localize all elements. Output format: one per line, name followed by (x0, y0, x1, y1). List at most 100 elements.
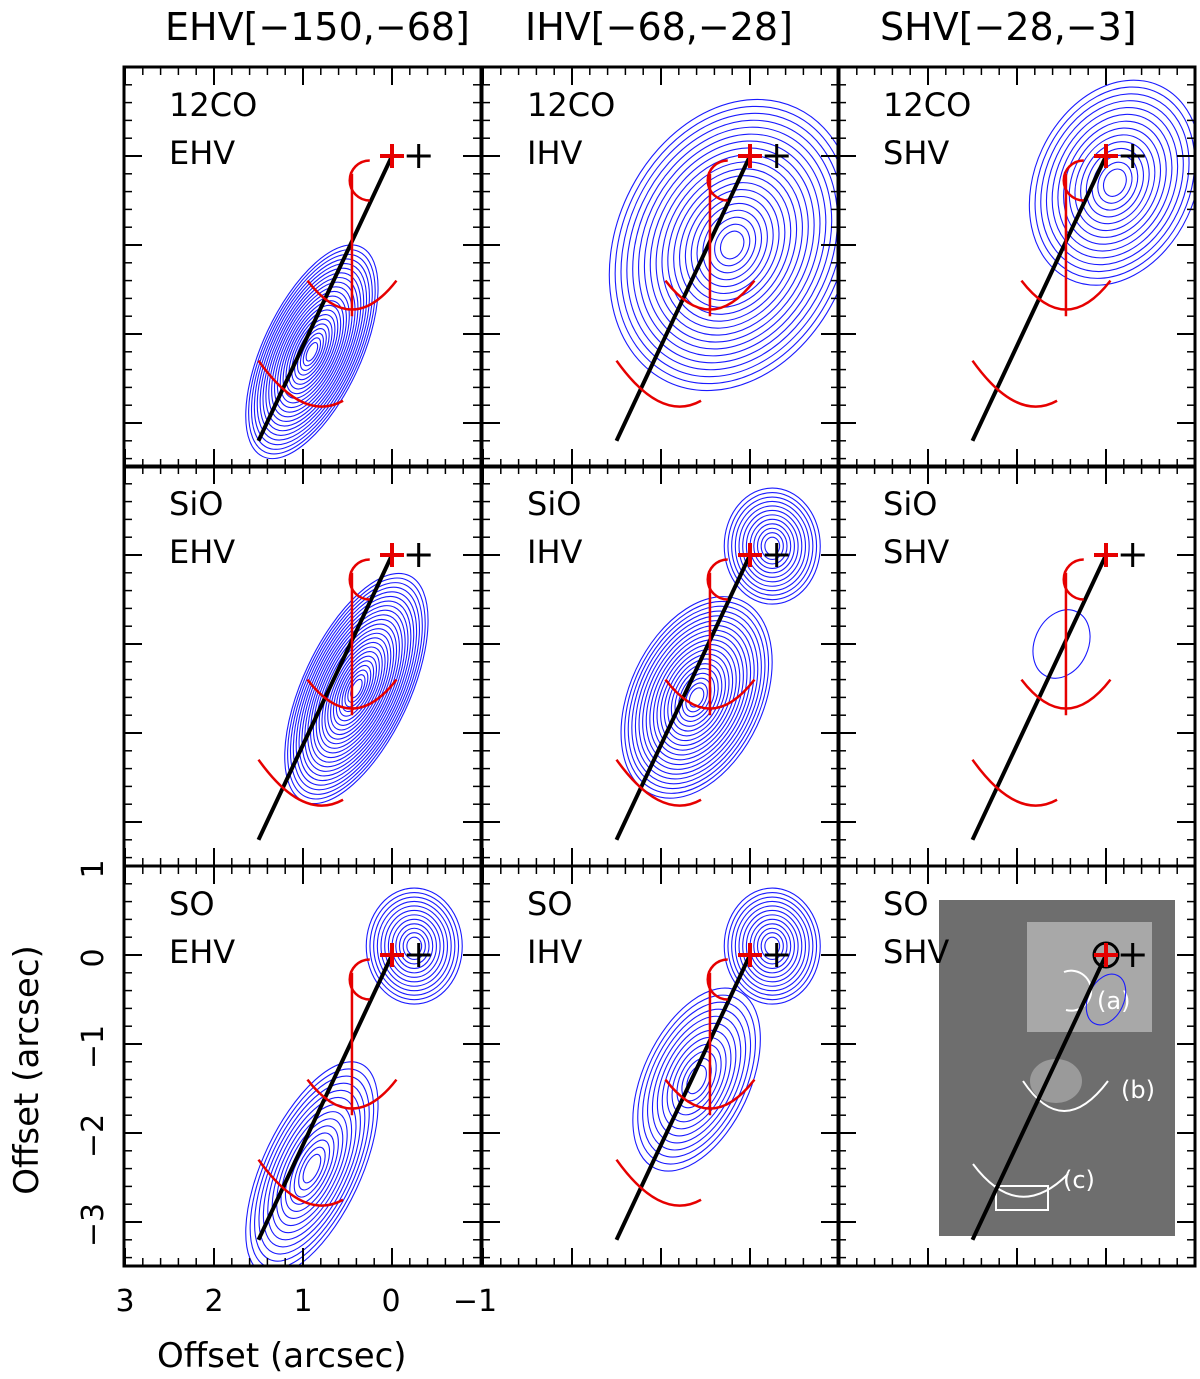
contour-level (760, 532, 784, 561)
panel-grid: 12COEHV12COIHV12COSHVSiOEHVSiOIHVSiOSHVS… (122, 65, 1197, 1268)
contour-level (749, 518, 795, 574)
contour-level (384, 909, 445, 983)
contour-level (302, 337, 322, 367)
contour-level (667, 168, 798, 322)
contour-level (685, 682, 708, 713)
contour-level (1085, 147, 1144, 218)
contour-level (267, 1096, 357, 1241)
contour-level (753, 523, 792, 569)
x-tick-label: 2 (204, 1284, 223, 1319)
contour-level (304, 605, 409, 772)
contour-level (642, 624, 752, 770)
source-marker (380, 144, 404, 168)
panel-12co-ehv: 12CO EHV (122, 65, 483, 469)
contour-level (298, 1146, 326, 1191)
contour-level (637, 994, 756, 1165)
contour-level (301, 600, 412, 777)
contour-level (734, 500, 810, 592)
contour-level (634, 615, 759, 780)
cavity-arc (257, 758, 344, 807)
panel-frame (122, 464, 483, 868)
x-tick-labels: 3 2 1 0 −1 (115, 1284, 497, 1319)
contour-level (686, 1064, 707, 1095)
panel-frame (122, 65, 483, 469)
contour-level (702, 209, 763, 281)
contour-level (1034, 86, 1195, 279)
cavity-arc (615, 359, 702, 408)
contour-level (271, 286, 353, 418)
contour-level (731, 496, 814, 596)
contour-level (376, 900, 452, 992)
contour-level (291, 318, 333, 385)
contour-level (723, 887, 821, 1005)
contour-level (632, 987, 761, 1172)
contour-level (678, 182, 786, 308)
contour-level (626, 119, 839, 371)
panel-so-ehv: SO EHV (122, 864, 483, 1268)
source-marker (1094, 144, 1118, 168)
contour-level (719, 230, 745, 260)
panel-frame (480, 464, 841, 868)
source-marker (738, 943, 762, 967)
panel-molecule-label: 12CO (527, 86, 615, 124)
contour-level (745, 514, 799, 578)
cavity-arc (1020, 678, 1112, 710)
contour-level (734, 900, 810, 992)
contour-level (727, 492, 818, 601)
cavity-arc (971, 359, 1058, 408)
contour-level (656, 644, 737, 751)
contour-level (309, 614, 403, 763)
cavity-arc (664, 678, 756, 710)
y-tick-labels: 1 0 −1 −2 −3 (76, 859, 111, 1247)
contour-level (268, 281, 356, 423)
panel-so-ihv: SO IHV (480, 864, 841, 1268)
contour-level (1080, 141, 1150, 225)
contour-level (652, 639, 741, 756)
cavity-arc (706, 958, 728, 1001)
source-marker (1094, 543, 1118, 567)
y-axis-title: Offset (arcsec) (7, 945, 47, 1195)
contour-level (714, 223, 751, 267)
y-tick-label: −1 (76, 1025, 111, 1069)
contour-level (282, 304, 342, 399)
panel-frame (836, 65, 1197, 469)
cavity-arc (664, 1078, 756, 1110)
x-tick-label: 1 (293, 1284, 312, 1319)
cavity-arc (348, 558, 370, 601)
panel-sio-ihv: SiO IHV (480, 464, 841, 868)
contour-level (1102, 168, 1127, 197)
x-tick-label: 0 (381, 1284, 400, 1319)
contour-level (285, 309, 339, 395)
contour-level (332, 651, 380, 726)
contour-level (645, 629, 748, 766)
cavity-arc (706, 558, 728, 601)
contour-level (294, 323, 330, 381)
contour-level (1040, 93, 1190, 273)
panel-molecule-label: 12CO (883, 86, 971, 124)
cavity-arc (257, 1158, 344, 1207)
source-marker (380, 943, 404, 967)
cavity-arc (664, 279, 756, 311)
y-tick-label: 0 (76, 948, 111, 967)
contour-level (649, 147, 815, 343)
contour-level (661, 161, 803, 329)
panel-velocity-label: SHV (883, 533, 949, 571)
source-marker (1094, 943, 1118, 967)
contour-level (318, 628, 395, 749)
contour-level (614, 105, 839, 385)
contour-level (651, 1015, 742, 1144)
contour-level (1068, 127, 1162, 238)
y-tick-label: −2 (76, 1114, 111, 1158)
cavity-arc (306, 1078, 398, 1110)
contour-level (338, 660, 375, 717)
contour-level (265, 276, 359, 427)
x-tick-label: 3 (115, 1284, 134, 1319)
contour-level (380, 905, 449, 987)
contour-level (295, 591, 418, 786)
panel-velocity-label: IHV (527, 533, 583, 571)
contour-level (287, 577, 426, 800)
contour-level (1057, 113, 1173, 252)
contour-level (276, 295, 347, 409)
contour-level (673, 175, 792, 315)
